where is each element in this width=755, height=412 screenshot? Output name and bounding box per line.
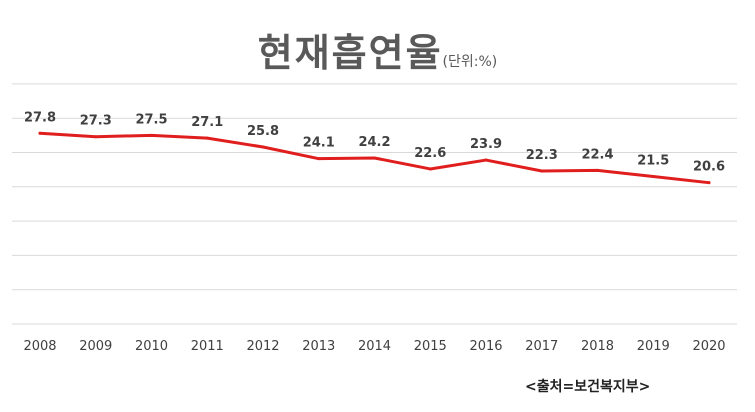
- chart-title-block: 현재흡연율(단위:%): [0, 22, 755, 77]
- x-tick-label: 2016: [469, 339, 502, 354]
- data-point: [38, 131, 42, 135]
- x-tick-label: 2017: [525, 339, 558, 354]
- source-note: <출처=보건복지부>: [525, 379, 651, 395]
- data-point: [373, 156, 376, 160]
- data-point: [428, 167, 432, 171]
- data-label: 24.1: [303, 136, 335, 151]
- data-point: [484, 158, 488, 162]
- x-tick-label: 2013: [302, 339, 335, 354]
- chart-title: 현재흡연율: [257, 31, 443, 75]
- x-tick-label: 2014: [358, 339, 391, 354]
- data-point: [94, 135, 98, 139]
- data-point: [651, 175, 655, 179]
- data-label: 27.1: [191, 115, 223, 130]
- x-tick-label: 2015: [414, 339, 447, 354]
- x-tick-label: 2019: [637, 339, 670, 354]
- data-label: 24.2: [358, 135, 390, 150]
- data-point: [261, 145, 265, 149]
- data-label: 21.5: [637, 154, 669, 169]
- data-label: 27.3: [80, 114, 112, 129]
- data-point: [540, 169, 544, 173]
- x-tick-label: 2010: [135, 339, 168, 354]
- data-point: [205, 136, 209, 140]
- data-label: 22.6: [414, 146, 446, 161]
- x-tick-label: 2009: [79, 339, 112, 354]
- data-label: 27.8: [24, 110, 56, 125]
- data-label: 22.3: [526, 148, 558, 163]
- x-tick-label: 2011: [191, 339, 224, 354]
- data-label: 20.6: [693, 160, 725, 175]
- data-label: 25.8: [247, 124, 279, 139]
- data-label: 27.5: [135, 112, 167, 127]
- data-label: 23.9: [470, 137, 502, 152]
- x-tick-label: 2012: [246, 339, 279, 354]
- data-point: [596, 168, 599, 172]
- x-tick-label: 2020: [692, 339, 725, 354]
- data-point: [707, 181, 711, 185]
- x-tick-label: 2018: [581, 339, 614, 354]
- data-point: [150, 133, 153, 137]
- chart-unit: (단위:%): [442, 54, 498, 70]
- data-label: 22.4: [581, 147, 613, 162]
- x-tick-label: 2008: [23, 339, 56, 354]
- data-point: [317, 157, 321, 161]
